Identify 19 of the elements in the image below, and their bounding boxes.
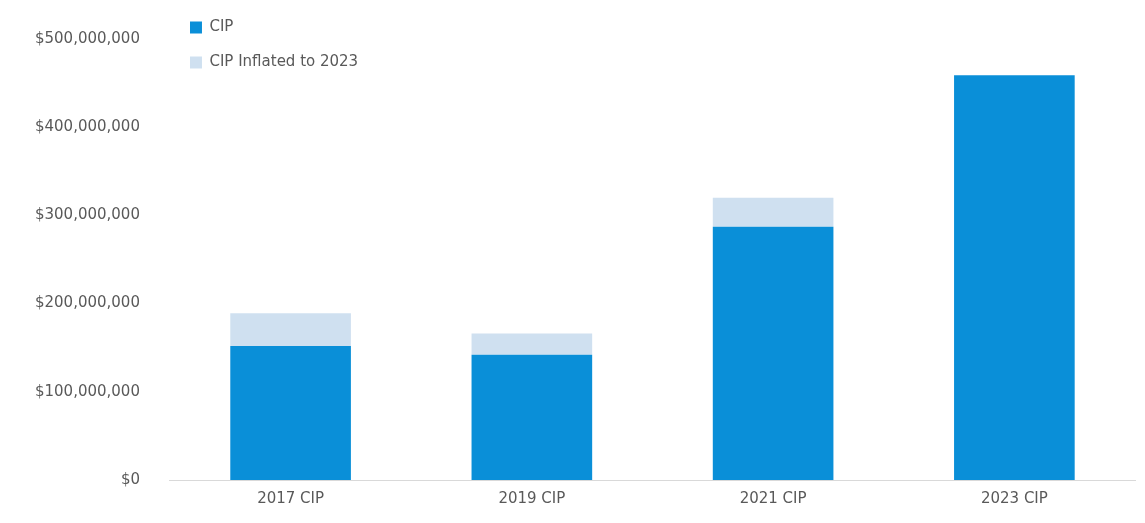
x-tick-label: 2019 CIP xyxy=(498,488,566,507)
bar xyxy=(471,333,593,355)
bar xyxy=(954,75,1075,480)
x-tick-label: 2021 CIP xyxy=(739,488,807,507)
legend-label: CIP xyxy=(209,17,234,36)
x-tick-label: 2017 CIP xyxy=(257,488,325,507)
y-tick-label: $0 xyxy=(120,469,140,488)
legend-label: CIP Inflated to 2023 xyxy=(209,52,359,71)
y-tick-label: $400,000,000 xyxy=(34,117,140,136)
bar xyxy=(712,197,834,227)
bar xyxy=(230,345,351,480)
y-tick-label: $100,000,000 xyxy=(34,381,140,400)
x-tick-label: 2023 CIP xyxy=(980,488,1048,507)
y-tick-label: $500,000,000 xyxy=(34,28,140,47)
y-tick-label: $300,000,000 xyxy=(34,205,140,224)
bar xyxy=(712,226,834,480)
bar xyxy=(471,354,593,480)
bar xyxy=(230,313,351,346)
y-tick-label: $200,000,000 xyxy=(34,293,140,312)
